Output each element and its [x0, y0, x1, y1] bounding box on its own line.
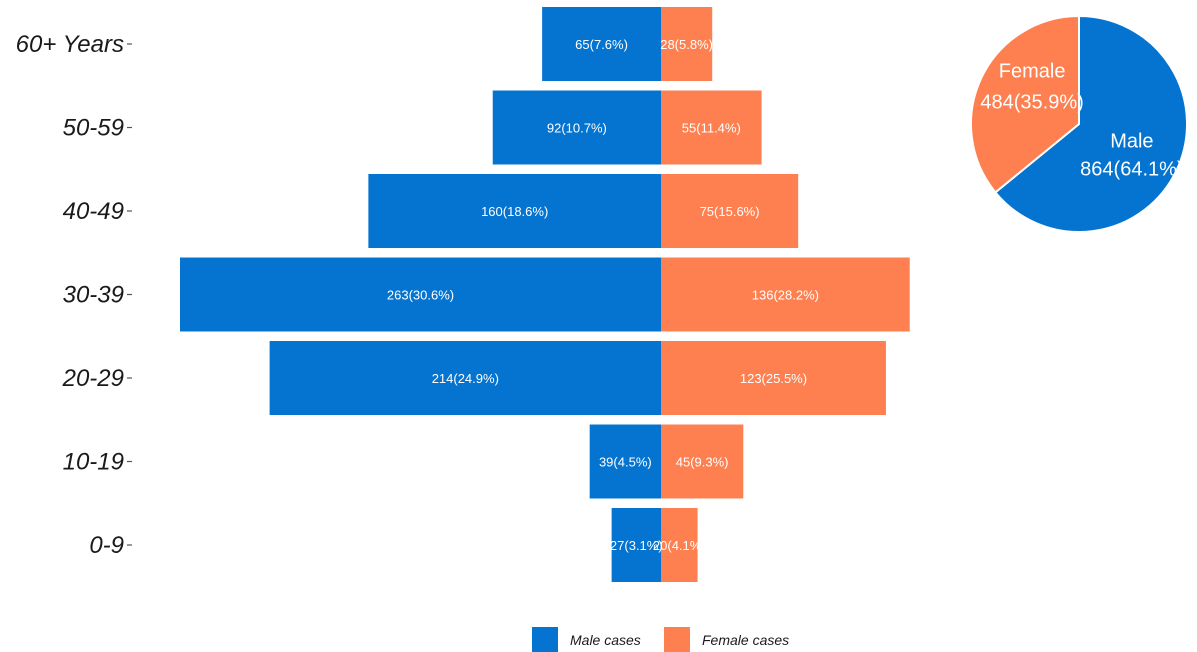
bar-female-40-49 [661, 174, 799, 248]
bar-label-female-50-59: 55(11.4%) [682, 121, 741, 136]
legend: Male cases Female cases [532, 627, 789, 652]
y-tick-label-20-29: 20-29 [62, 365, 124, 392]
bar-label-male-40-49: 160(18.6%) [481, 204, 548, 219]
bar-male-20-29 [269, 341, 661, 415]
y-tick-label-40-49: 40-49 [63, 198, 124, 225]
bar-label-female-40-49: 75(15.6%) [700, 204, 760, 219]
bar-label-male-30-39: 263(30.6%) [387, 288, 454, 303]
pie-label-name-female: Female [999, 61, 1066, 83]
bar-male-60-years [542, 7, 661, 81]
y-tick-label-60-years: 60+ Years [16, 31, 124, 58]
bar-female-60-years [661, 7, 713, 81]
bar-label-female-60-years: 28(5.8%) [660, 37, 713, 52]
bar-male-40-49 [368, 174, 661, 248]
legend-label-male: Male cases [570, 632, 641, 648]
bar-label-female-30-39: 136(28.2%) [752, 288, 819, 303]
bar-label-male-60-years: 65(7.6%) [575, 37, 628, 52]
y-tick-label-30-39: 30-39 [63, 282, 124, 309]
pie-label-value-female: 484(35.9%) [980, 92, 1083, 114]
bar-male-0-9 [611, 508, 661, 582]
bar-female-10-19 [661, 424, 744, 499]
bar-female-30-39 [661, 257, 910, 332]
bar-label-male-10-19: 39(4.5%) [599, 455, 652, 470]
pie-label-name-male: Male [1110, 130, 1153, 152]
bar-female-0-9 [661, 508, 698, 582]
bar-female-50-59 [661, 90, 762, 165]
y-tick-label-0-9: 0-9 [89, 532, 124, 559]
bar-label-female-0-9: 20(4.1%) [653, 538, 706, 553]
bar-label-female-10-19: 45(9.3%) [676, 455, 729, 470]
bar-label-male-0-9: 27(3.1%) [610, 538, 663, 553]
legend-swatch-male [532, 627, 558, 652]
bar-label-male-20-29: 214(24.9%) [432, 371, 499, 386]
bar-female-20-29 [661, 341, 886, 415]
legend-label-female: Female cases [702, 632, 789, 648]
pie-slice-male [993, 14, 1188, 233]
gender-pie-chart: Male 864(64.1%) Female 484(35.9%) [970, 14, 1188, 233]
bar-label-male-50-59: 92(10.7%) [547, 121, 607, 136]
bar-label-female-20-29: 123(25.5%) [740, 371, 807, 386]
y-tick-label-10-19: 10-19 [63, 449, 124, 476]
pie-label-value-male: 864(64.1%) [1080, 158, 1183, 180]
y-tick-label-50-59: 50-59 [63, 115, 124, 142]
y-axis: 0-9 10-19 20-29 30-39 40-49 50-59 60+ Years [16, 31, 132, 559]
legend-swatch-female [664, 627, 690, 652]
bar-male-30-39 [180, 257, 661, 332]
pie-slice-female [970, 14, 1080, 194]
bar-male-10-19 [589, 424, 661, 499]
bar-male-50-59 [492, 90, 661, 165]
pyramid-bars: 27(3.1%)20(4.1%) 39(4.5%) 45(9.3%) 214(24.9… [180, 7, 910, 582]
